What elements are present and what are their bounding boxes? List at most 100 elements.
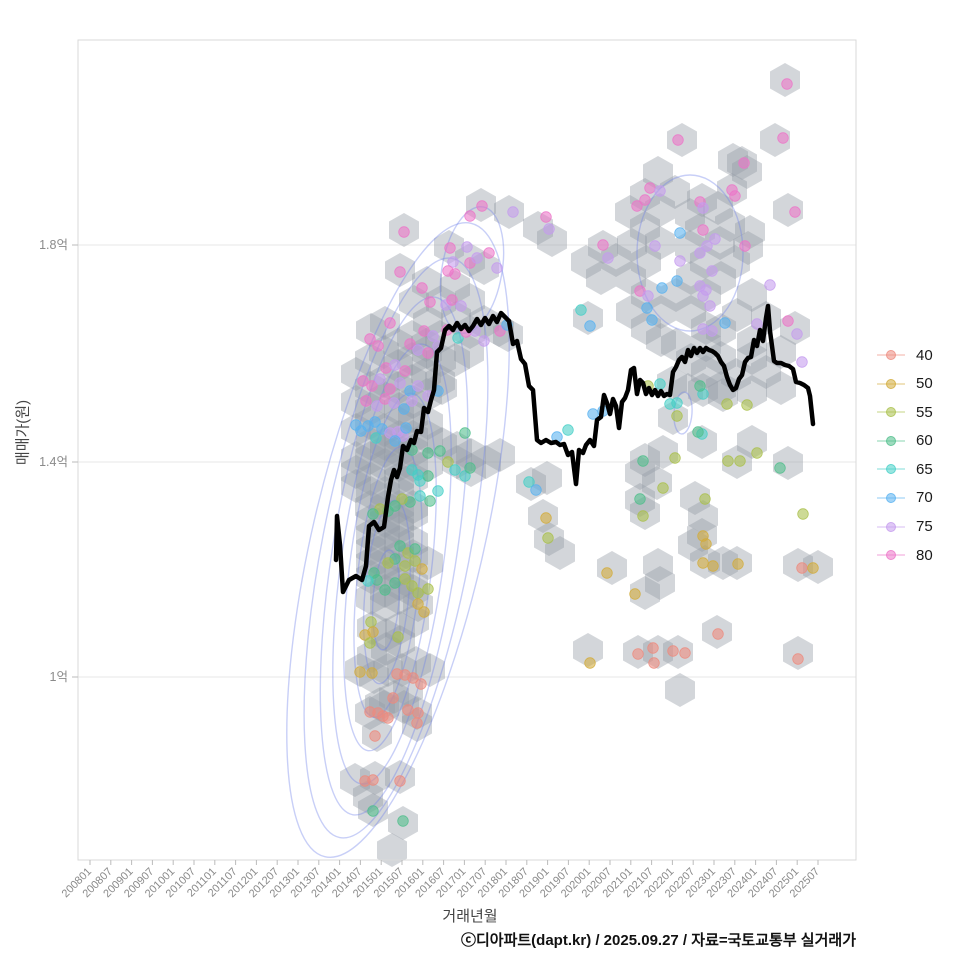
hexbin-cell bbox=[377, 833, 407, 867]
scatter-point bbox=[369, 730, 381, 742]
hexbin-cell bbox=[371, 618, 401, 652]
hexbin-cell bbox=[341, 455, 371, 489]
legend: 40 50 55 60 65 70 75 80 bbox=[876, 344, 933, 573]
hexbin-cell bbox=[597, 551, 627, 585]
scatter-point bbox=[648, 657, 660, 669]
hexbin-cell bbox=[708, 546, 738, 580]
scatter-point bbox=[741, 399, 753, 411]
hexbin-cell bbox=[601, 243, 631, 277]
x-axis-title: 거래년월 bbox=[442, 908, 498, 925]
hexbin-cell bbox=[661, 278, 691, 312]
hexbin-cell bbox=[426, 285, 456, 319]
scatter-point bbox=[646, 314, 658, 326]
scatter-point bbox=[562, 424, 574, 436]
scatter-point bbox=[540, 512, 552, 524]
y-axis-title: 매매가(원) bbox=[14, 399, 32, 466]
legend-label: 65 bbox=[916, 460, 933, 478]
scatter-point bbox=[382, 712, 394, 724]
legend-label: 75 bbox=[916, 518, 933, 536]
scatter-point bbox=[459, 427, 471, 439]
scatter-point bbox=[404, 338, 416, 350]
scatter-point bbox=[507, 206, 519, 218]
scatter-point bbox=[367, 508, 379, 520]
scatter-point bbox=[807, 562, 819, 574]
scatter-point bbox=[632, 648, 644, 660]
hexbin-cell bbox=[616, 295, 646, 329]
hexbin-cell bbox=[645, 226, 675, 260]
scatter-point bbox=[726, 184, 738, 196]
scatter-point bbox=[389, 577, 401, 589]
scatter-point bbox=[667, 645, 679, 657]
scatter-point bbox=[712, 628, 724, 640]
scatter-point bbox=[471, 252, 483, 264]
hexbin-cell bbox=[586, 261, 616, 295]
scatter-point bbox=[449, 464, 461, 476]
scatter-point bbox=[354, 666, 366, 678]
scatter-point bbox=[692, 426, 704, 438]
scatter-point bbox=[389, 435, 401, 447]
scatter-point bbox=[751, 318, 763, 330]
scatter-point bbox=[601, 567, 613, 579]
scatter-point bbox=[719, 317, 731, 329]
hexbin-cell bbox=[398, 497, 428, 531]
scatter-point bbox=[398, 403, 410, 415]
scatter-point bbox=[701, 240, 713, 252]
scatter-point bbox=[709, 233, 721, 245]
scatter-point bbox=[789, 206, 801, 218]
legend-item-80: 80 bbox=[876, 544, 933, 566]
hexbin-cell bbox=[356, 581, 386, 615]
scatter-layer bbox=[350, 78, 819, 827]
hexbin-cell bbox=[356, 532, 386, 566]
hexbin-cell bbox=[715, 208, 745, 242]
scatter-point bbox=[671, 410, 683, 422]
scatter-point bbox=[366, 667, 378, 679]
scatter-point bbox=[411, 717, 423, 729]
scatter-point bbox=[637, 510, 649, 522]
scatter-point bbox=[371, 400, 383, 412]
legend-label: 55 bbox=[916, 403, 933, 421]
scatter-point bbox=[657, 482, 669, 494]
scatter-point bbox=[751, 447, 763, 459]
scatter-point bbox=[575, 304, 587, 316]
hexbin-cell bbox=[688, 500, 718, 534]
hexbin-cell bbox=[718, 143, 748, 177]
scatter-point bbox=[422, 347, 434, 359]
legend-item-55: 55 bbox=[876, 401, 933, 423]
scatter-point bbox=[364, 637, 376, 649]
hexbin-cell bbox=[735, 215, 765, 249]
scatter-point bbox=[364, 333, 376, 345]
scatter-point bbox=[384, 383, 396, 395]
scatter-point bbox=[409, 543, 421, 555]
hexbin-cell bbox=[340, 763, 370, 797]
scatter-point bbox=[654, 185, 666, 197]
scatter-point bbox=[644, 182, 656, 194]
scatter-point bbox=[641, 302, 653, 314]
legend-item-65: 65 bbox=[876, 458, 933, 480]
hexbin-cell bbox=[766, 371, 796, 405]
scatter-point bbox=[394, 775, 406, 787]
hexbin-cell bbox=[661, 328, 691, 362]
scatter-point bbox=[372, 340, 384, 352]
hexbin-cell bbox=[691, 355, 721, 389]
legend-marker-icon bbox=[877, 407, 905, 418]
scatter-point bbox=[398, 226, 410, 238]
scatter-point bbox=[382, 557, 394, 569]
hexbin-cell bbox=[751, 355, 781, 389]
hexbin-cell bbox=[617, 228, 647, 262]
scatter-point bbox=[597, 239, 609, 251]
hexbin-cell bbox=[454, 335, 484, 369]
scatter-point bbox=[389, 359, 401, 371]
hexbin-cell bbox=[415, 653, 445, 687]
scatter-point bbox=[697, 224, 709, 236]
density-contour bbox=[636, 174, 744, 332]
scatter-point bbox=[797, 508, 809, 520]
scatter-point bbox=[679, 647, 691, 659]
legend-item-75: 75 bbox=[876, 516, 933, 538]
hexbin-cell bbox=[673, 373, 703, 407]
scatter-point bbox=[796, 356, 808, 368]
hexbin-cell bbox=[630, 576, 660, 610]
density-contour bbox=[371, 549, 401, 651]
scatter-point bbox=[461, 241, 473, 253]
legend-marker-icon bbox=[877, 435, 905, 446]
